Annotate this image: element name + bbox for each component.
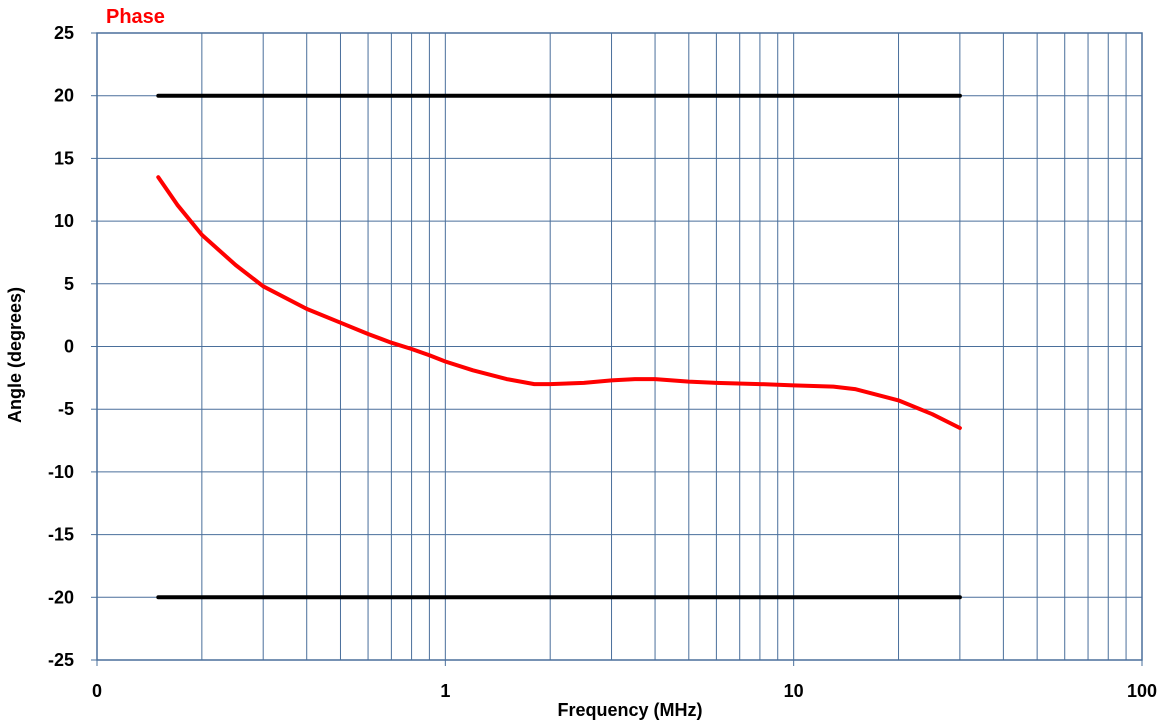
x-axis-title: Frequency (MHz) xyxy=(557,700,702,720)
grid-lines xyxy=(97,32,1142,661)
y-tick-label: 25 xyxy=(54,23,74,43)
y-tick-label: -25 xyxy=(48,650,74,670)
y-tick-labels: 25 20 15 10 5 0 -5 -10 -15 -20 -25 xyxy=(48,23,97,670)
y-tick-label: -5 xyxy=(58,399,74,419)
chart-title: Phase xyxy=(106,6,165,28)
y-tick-label: -15 xyxy=(48,525,74,545)
x-tick-labels: 0 1 10 100 xyxy=(92,660,1157,701)
y-tick-label: 10 xyxy=(54,211,74,231)
phase-series-line xyxy=(156,175,962,430)
x-tick-label: 10 xyxy=(784,681,804,701)
y-tick-label: -20 xyxy=(48,587,74,607)
x-tick-label: 100 xyxy=(1127,681,1157,701)
y-tick-label: -10 xyxy=(48,462,74,482)
x-tick-label: 0 xyxy=(92,681,102,701)
y-tick-label: 5 xyxy=(64,274,74,294)
x-tick-label: 1 xyxy=(440,681,450,701)
y-axis-title: Angle (degrees) xyxy=(5,287,25,423)
y-tick-label: 0 xyxy=(64,337,74,357)
series-layer xyxy=(156,93,962,600)
y-tick-label: 20 xyxy=(54,86,74,106)
y-tick-label: 15 xyxy=(54,148,74,168)
